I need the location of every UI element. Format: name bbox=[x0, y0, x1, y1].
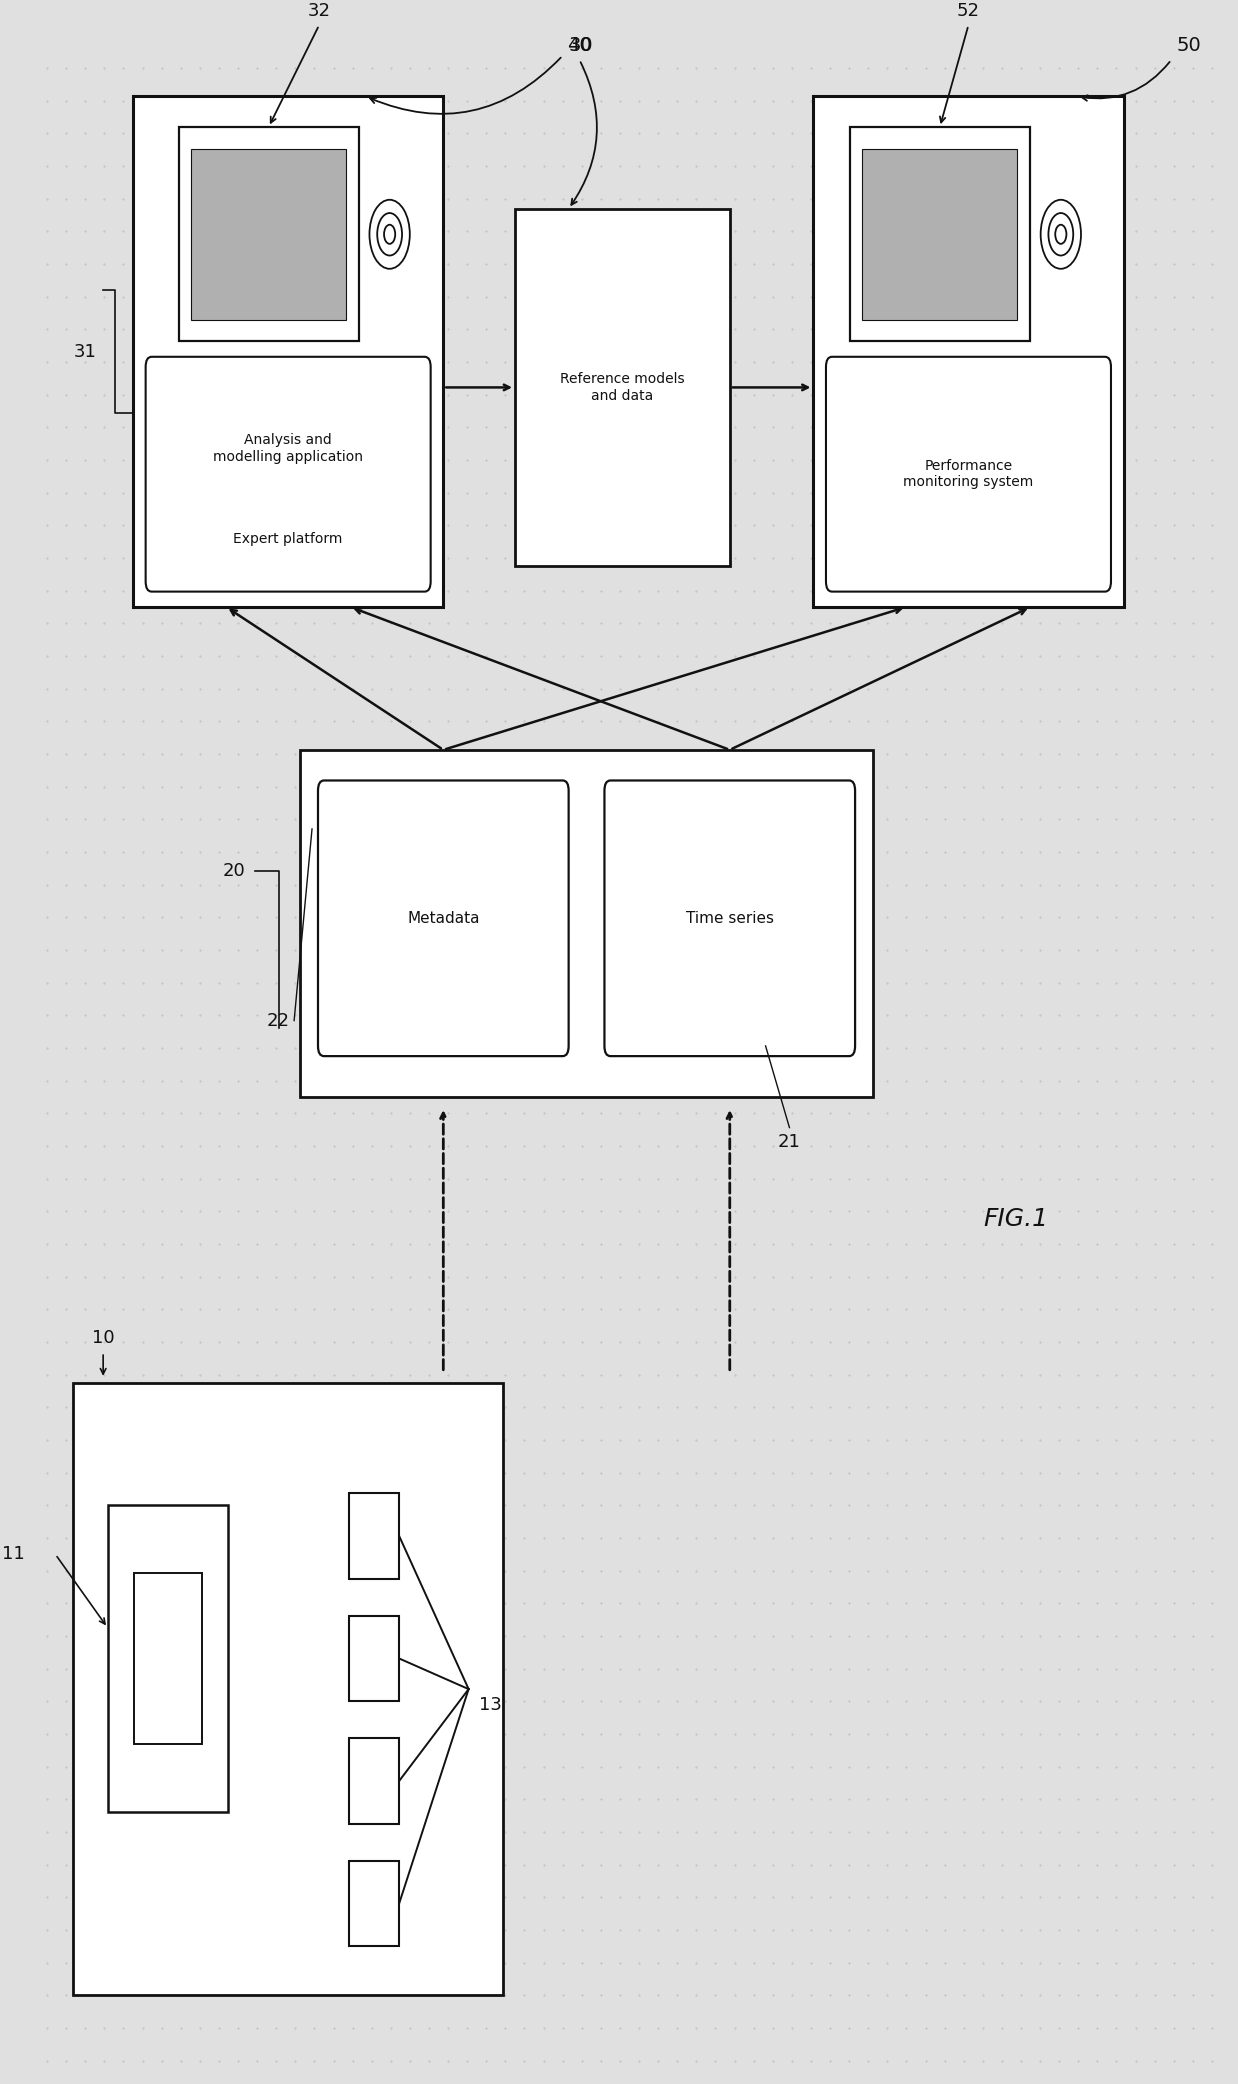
Text: 21: 21 bbox=[777, 1134, 801, 1150]
Bar bbox=[132, 96, 443, 606]
Bar bbox=[300, 750, 873, 1096]
Text: 52: 52 bbox=[957, 2, 980, 19]
Bar bbox=[191, 148, 345, 321]
Text: 13: 13 bbox=[479, 1696, 501, 1715]
Bar bbox=[134, 1573, 202, 1744]
Bar bbox=[108, 1505, 228, 1811]
Text: 20: 20 bbox=[223, 863, 246, 879]
Bar bbox=[515, 208, 729, 567]
Bar bbox=[813, 96, 1124, 606]
Bar bbox=[349, 1492, 399, 1580]
Text: FIG.1: FIG.1 bbox=[984, 1207, 1049, 1232]
Bar bbox=[349, 1861, 399, 1946]
Text: 22: 22 bbox=[267, 1011, 290, 1029]
Text: 11: 11 bbox=[2, 1546, 25, 1563]
Text: 40: 40 bbox=[567, 35, 592, 54]
Text: 10: 10 bbox=[92, 1330, 114, 1346]
Text: Performance
monitoring system: Performance monitoring system bbox=[904, 458, 1034, 490]
FancyBboxPatch shape bbox=[826, 356, 1110, 592]
Bar bbox=[849, 127, 1030, 342]
Bar bbox=[73, 1384, 503, 1994]
Text: Reference models
and data: Reference models and data bbox=[560, 373, 685, 402]
Text: 31: 31 bbox=[74, 342, 97, 361]
FancyBboxPatch shape bbox=[146, 356, 431, 592]
FancyBboxPatch shape bbox=[318, 782, 568, 1057]
Text: Analysis and
modelling application: Analysis and modelling application bbox=[213, 433, 363, 463]
Text: Time series: Time series bbox=[686, 911, 774, 925]
Bar bbox=[349, 1738, 399, 1824]
Bar bbox=[349, 1615, 399, 1701]
Text: 30: 30 bbox=[568, 35, 593, 54]
Bar bbox=[863, 148, 1018, 321]
FancyBboxPatch shape bbox=[604, 782, 855, 1057]
Text: 50: 50 bbox=[1177, 35, 1202, 54]
Text: Metadata: Metadata bbox=[407, 911, 479, 925]
Text: 32: 32 bbox=[308, 2, 331, 19]
Bar bbox=[178, 127, 359, 342]
Text: Expert platform: Expert platform bbox=[234, 531, 343, 546]
